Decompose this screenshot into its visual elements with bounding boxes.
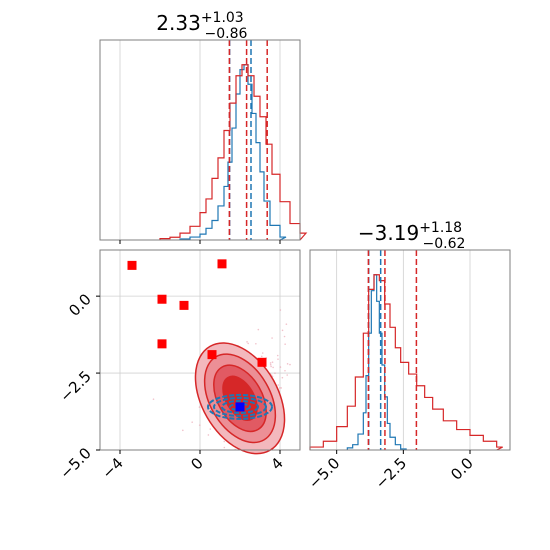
scatter-point: [285, 323, 288, 325]
y-tick-label: −5.0: [56, 444, 94, 482]
panel-frame: [309, 249, 511, 451]
scatter-point: [279, 366, 282, 368]
scatter-point: [269, 363, 272, 366]
scatter-point: [271, 361, 274, 363]
y-tick-label: −2.5: [56, 367, 94, 405]
scatter-point: [283, 335, 286, 338]
red-square-marker: [157, 294, 167, 304]
red-square-marker: [157, 339, 167, 349]
scatter-point: [286, 363, 289, 365]
x-tick-label: 0.0: [447, 454, 477, 484]
histogram-series: [179, 64, 287, 241]
scatter-point: [257, 328, 260, 331]
panel-title-param2: −3.19+1.18: [358, 220, 462, 245]
x-tick-label: 4: [267, 454, 286, 473]
panel-title-param2-sub: −0.62: [423, 236, 466, 252]
scatter-point: [207, 434, 210, 436]
scatter-point: [255, 342, 257, 345]
scatter-point: [289, 363, 291, 366]
scatter-point: [223, 446, 226, 449]
blue-contour: [213, 396, 267, 417]
red-square-marker: [179, 300, 189, 310]
scatter-point: [246, 341, 248, 343]
scatter-point: [279, 387, 281, 389]
blue-contour: [221, 399, 259, 414]
scatter-point: [152, 398, 155, 400]
x-tick-label: −5.0: [305, 454, 343, 492]
joint-panel: −4 0 4 −5.0 −2.5 0.0: [56, 249, 301, 483]
blue-contour: [207, 393, 273, 420]
scatter-point: [284, 343, 286, 345]
scatter-point: [274, 372, 276, 374]
scatter-point: [281, 329, 284, 332]
scatter-point: [277, 358, 279, 360]
scatter-point: [284, 369, 286, 372]
y-tick-label: 0.0: [65, 290, 95, 320]
red-square-marker: [127, 260, 137, 270]
panel-title-param1: 2.33+1.03: [156, 10, 243, 35]
panel-title-param1-sub: −0.86: [205, 26, 248, 42]
scatter-point: [247, 342, 249, 345]
x-tick-label: 0: [187, 454, 206, 473]
histogram-series: [159, 64, 308, 241]
red-square-marker: [257, 357, 267, 367]
x-tick-label: −2.5: [372, 454, 410, 492]
scatter-point: [272, 366, 274, 369]
scatter-point: [280, 387, 283, 389]
scatter-point: [198, 424, 201, 426]
blue-square-marker: [235, 402, 245, 412]
scatter-point: [209, 428, 212, 430]
scatter-point: [269, 362, 272, 364]
scatter-point: [261, 352, 264, 354]
red-square-marker: [217, 259, 227, 269]
scatter-point: [277, 384, 280, 386]
histogram-panel-param2: −5.0 −2.5 0.0 −3.19+1.18 −0.62: [305, 220, 511, 493]
scatter-point: [223, 440, 226, 443]
scatter-point: [271, 337, 273, 339]
x-tick-label: −4: [98, 454, 126, 482]
histogram-series: [346, 274, 407, 451]
scatter-point: [270, 365, 272, 368]
scatter-point: [198, 406, 201, 408]
scatter-point: [279, 309, 282, 311]
scatter-point: [286, 374, 289, 376]
histogram-series: [309, 274, 503, 451]
scatter-point: [182, 429, 184, 432]
red-square-marker: [207, 350, 217, 360]
scatter-point: [260, 355, 263, 358]
scatter-point: [281, 376, 284, 379]
histogram-panel-param1: 2.33+1.03 −0.86: [99, 10, 308, 244]
scatter-point: [191, 421, 193, 423]
scatter-point: [276, 354, 279, 357]
